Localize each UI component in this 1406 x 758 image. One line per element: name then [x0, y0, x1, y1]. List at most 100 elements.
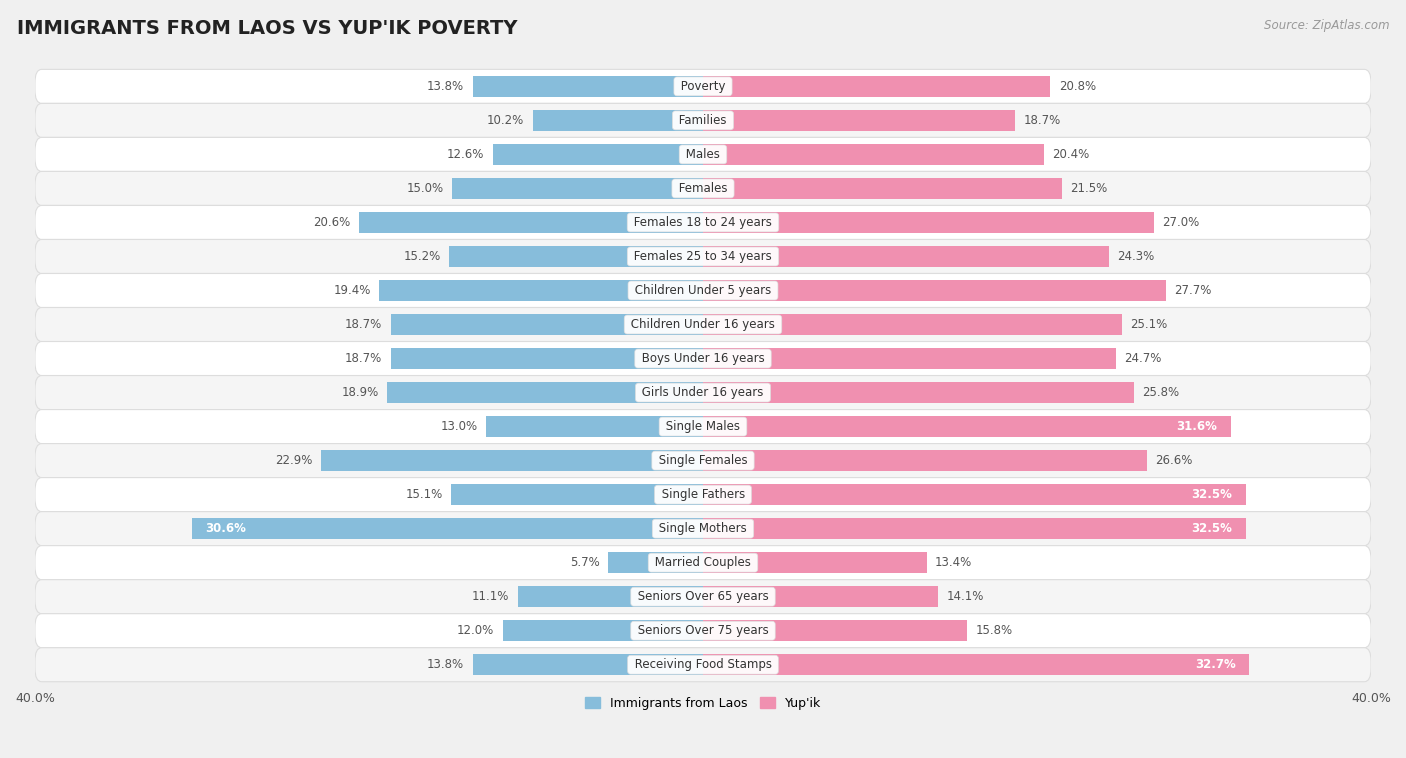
Bar [607, 552, 703, 573]
Text: 10.2%: 10.2% [486, 114, 524, 127]
Bar [703, 76, 1050, 97]
FancyBboxPatch shape [35, 580, 1371, 614]
Bar [380, 280, 703, 301]
Text: 25.1%: 25.1% [1130, 318, 1168, 331]
Bar [703, 450, 1147, 471]
Bar [703, 484, 1246, 505]
Bar [703, 212, 1154, 233]
Text: Receiving Food Stamps: Receiving Food Stamps [631, 658, 775, 672]
Text: 13.0%: 13.0% [440, 420, 478, 433]
Bar [391, 348, 703, 369]
Bar [472, 76, 703, 97]
Text: Boys Under 16 years: Boys Under 16 years [638, 352, 768, 365]
FancyBboxPatch shape [35, 137, 1371, 171]
Text: 25.8%: 25.8% [1142, 386, 1180, 399]
Text: Single Males: Single Males [662, 420, 744, 433]
Text: Poverty: Poverty [676, 80, 730, 93]
Text: 12.0%: 12.0% [457, 624, 495, 637]
Text: 19.4%: 19.4% [333, 284, 371, 297]
Text: 31.6%: 31.6% [1177, 420, 1218, 433]
FancyBboxPatch shape [35, 103, 1371, 137]
Text: 24.3%: 24.3% [1118, 250, 1154, 263]
FancyBboxPatch shape [35, 342, 1371, 375]
Text: Females: Females [675, 182, 731, 195]
Text: 15.8%: 15.8% [976, 624, 1012, 637]
Text: Females 25 to 34 years: Females 25 to 34 years [630, 250, 776, 263]
Bar [321, 450, 703, 471]
Bar [472, 654, 703, 675]
Text: 15.0%: 15.0% [406, 182, 444, 195]
Text: Families: Families [675, 114, 731, 127]
Bar [703, 654, 1249, 675]
FancyBboxPatch shape [35, 171, 1371, 205]
FancyBboxPatch shape [35, 308, 1371, 342]
Text: Source: ZipAtlas.com: Source: ZipAtlas.com [1264, 19, 1389, 32]
Bar [703, 518, 1246, 539]
Text: 20.8%: 20.8% [1059, 80, 1095, 93]
Text: 32.5%: 32.5% [1191, 522, 1233, 535]
Bar [391, 314, 703, 335]
Bar [486, 416, 703, 437]
Bar [703, 280, 1166, 301]
Bar [359, 212, 703, 233]
Text: 15.1%: 15.1% [405, 488, 443, 501]
Bar [703, 178, 1062, 199]
Text: 32.7%: 32.7% [1195, 658, 1236, 672]
Text: IMMIGRANTS FROM LAOS VS YUP'IK POVERTY: IMMIGRANTS FROM LAOS VS YUP'IK POVERTY [17, 19, 517, 38]
Text: 18.7%: 18.7% [344, 352, 382, 365]
FancyBboxPatch shape [35, 409, 1371, 443]
Text: Males: Males [682, 148, 724, 161]
Text: 20.4%: 20.4% [1052, 148, 1090, 161]
Text: 26.6%: 26.6% [1156, 454, 1192, 467]
Text: 18.9%: 18.9% [342, 386, 380, 399]
Text: Married Couples: Married Couples [651, 556, 755, 569]
Text: 13.8%: 13.8% [427, 80, 464, 93]
FancyBboxPatch shape [35, 443, 1371, 478]
FancyBboxPatch shape [35, 512, 1371, 546]
Bar [492, 144, 703, 165]
Text: 13.8%: 13.8% [427, 658, 464, 672]
Text: 27.7%: 27.7% [1174, 284, 1212, 297]
Bar [193, 518, 703, 539]
Bar [517, 586, 703, 607]
Text: Seniors Over 75 years: Seniors Over 75 years [634, 624, 772, 637]
Bar [453, 178, 703, 199]
Bar [449, 246, 703, 267]
Bar [387, 382, 703, 403]
FancyBboxPatch shape [35, 546, 1371, 580]
Text: 12.6%: 12.6% [447, 148, 484, 161]
Text: 30.6%: 30.6% [205, 522, 246, 535]
Text: 18.7%: 18.7% [1024, 114, 1062, 127]
Text: Females 18 to 24 years: Females 18 to 24 years [630, 216, 776, 229]
Bar [703, 586, 938, 607]
FancyBboxPatch shape [35, 647, 1371, 681]
Text: Single Fathers: Single Fathers [658, 488, 748, 501]
Bar [533, 110, 703, 131]
FancyBboxPatch shape [35, 240, 1371, 274]
Bar [703, 382, 1133, 403]
Text: 5.7%: 5.7% [569, 556, 599, 569]
Text: 32.5%: 32.5% [1191, 488, 1233, 501]
FancyBboxPatch shape [35, 70, 1371, 103]
Text: 13.4%: 13.4% [935, 556, 973, 569]
Text: 15.2%: 15.2% [404, 250, 441, 263]
Legend: Immigrants from Laos, Yup'ik: Immigrants from Laos, Yup'ik [579, 692, 827, 715]
Text: 14.1%: 14.1% [946, 590, 984, 603]
Bar [502, 620, 703, 641]
Bar [703, 552, 927, 573]
Text: 18.7%: 18.7% [344, 318, 382, 331]
Text: Seniors Over 65 years: Seniors Over 65 years [634, 590, 772, 603]
Text: Single Females: Single Females [655, 454, 751, 467]
FancyBboxPatch shape [35, 478, 1371, 512]
FancyBboxPatch shape [35, 614, 1371, 647]
Text: 11.1%: 11.1% [472, 590, 509, 603]
Text: 21.5%: 21.5% [1070, 182, 1108, 195]
Bar [703, 314, 1122, 335]
Bar [703, 416, 1230, 437]
Text: Single Mothers: Single Mothers [655, 522, 751, 535]
FancyBboxPatch shape [35, 274, 1371, 308]
Bar [703, 144, 1043, 165]
Bar [703, 620, 967, 641]
FancyBboxPatch shape [35, 205, 1371, 240]
FancyBboxPatch shape [35, 375, 1371, 409]
